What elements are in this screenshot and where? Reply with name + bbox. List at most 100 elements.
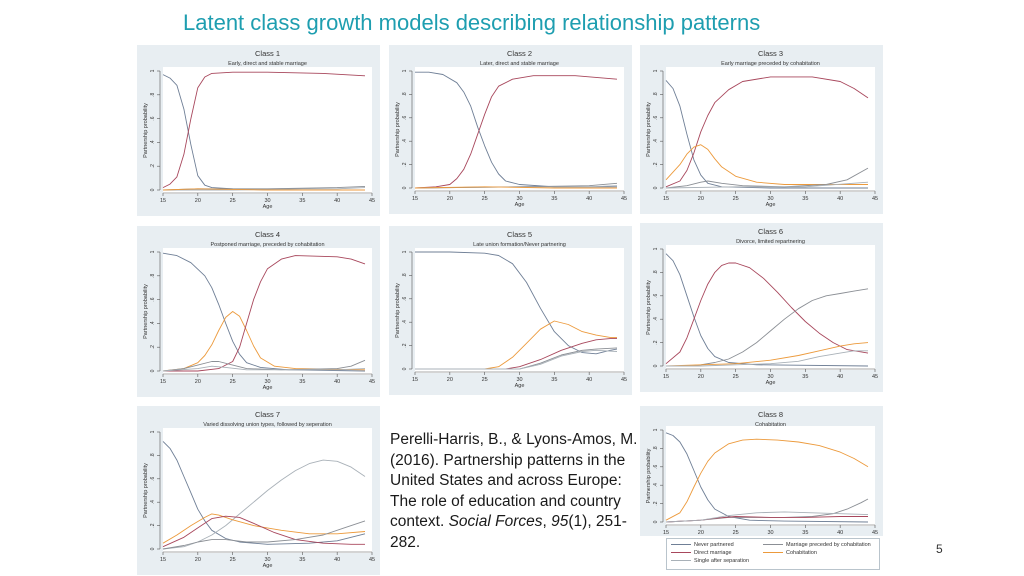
y-tick-label: 0: [150, 188, 156, 191]
legend-label: Marriage preceded by cohabitation: [786, 542, 871, 548]
y-tick-label: 0: [653, 186, 659, 189]
x-tick-label: 35: [551, 196, 557, 202]
y-tick-label: .4: [653, 483, 659, 487]
chart-subtitle: Early marriage preceded by cohabitation: [721, 61, 820, 67]
y-tick-label: .2: [150, 345, 156, 349]
legend-label: Single after separation: [694, 558, 750, 564]
y-tick-label: .8: [653, 446, 659, 450]
legend-item: Direct marriage: [671, 549, 732, 557]
y-tick-label: .6: [653, 464, 659, 468]
y-tick-label: 0: [402, 186, 408, 189]
x-axis-label: Age: [766, 380, 776, 386]
chart-subtitle: Later, direct and stable marriage: [480, 61, 559, 67]
x-tick-label: 20: [195, 198, 201, 204]
series-line-preceded: [162, 359, 366, 372]
x-tick-label: 30: [516, 377, 522, 383]
series-line-direct: [665, 262, 869, 365]
x-tick-label: 35: [299, 557, 305, 563]
y-tick-label: 0: [402, 367, 408, 370]
x-tick-label: 20: [447, 196, 453, 202]
x-axis-label: Age: [263, 385, 273, 391]
series-line-single: [163, 187, 366, 191]
x-tick-label: 45: [872, 374, 878, 380]
x-tick-label: 40: [586, 196, 592, 202]
x-tick-label: 20: [195, 557, 201, 563]
x-axis-label: Age: [515, 383, 525, 389]
y-tick-label: .6: [402, 296, 408, 300]
series-line-cohab: [665, 144, 868, 185]
x-tick-label: 40: [334, 198, 340, 204]
chart-svg: Class 1 Early, direct and stable marriage…: [143, 49, 375, 210]
x-tick-label: 45: [872, 196, 878, 202]
chart-subtitle: Divorce, limited repartnering: [736, 239, 805, 245]
legend-swatch: [763, 544, 783, 546]
chart-panel: Class 1 Early, direct and stable marriage…: [137, 45, 380, 216]
x-axis-label: Age: [766, 202, 776, 208]
chart-class-label: Class 7: [255, 410, 280, 419]
x-tick-label: 40: [837, 374, 843, 380]
series-line-direct: [665, 76, 869, 188]
citation-journal: Social Forces: [448, 513, 543, 530]
chart-class-label: Class 8: [758, 410, 783, 419]
x-tick-label: 45: [369, 379, 375, 385]
x-tick-label: 25: [482, 377, 488, 383]
x-tick-label: 30: [767, 374, 773, 380]
y-tick-label: 1: [653, 69, 659, 72]
x-tick-label: 35: [299, 198, 305, 204]
x-tick-label: 30: [767, 196, 773, 202]
series-line-preceded: [666, 288, 869, 367]
y-tick-label: .4: [150, 140, 156, 144]
plot-area: [666, 67, 875, 192]
y-tick-label: .6: [150, 297, 156, 301]
series-line-cohab: [415, 320, 617, 370]
chart-panel: Class 3 Early marriage preceded by cohabi…: [640, 45, 883, 214]
chart-svg: Class 8 Cohabitation 0 .2 .4 .6 .8 1 Partnership…: [646, 410, 878, 536]
plot-area: [666, 245, 875, 370]
series-line-never: [162, 252, 366, 372]
y-axis-label: Partnership probability: [143, 103, 149, 158]
x-tick-label: 30: [264, 198, 270, 204]
series-line-never: [665, 432, 869, 523]
page-number: 5: [936, 542, 943, 556]
y-tick-label: 0: [150, 547, 156, 550]
x-tick-label: 15: [412, 196, 418, 202]
x-axis-label: Age: [263, 563, 273, 569]
legend-swatch: [671, 560, 691, 562]
x-tick-label: 25: [733, 196, 739, 202]
x-tick-label: 35: [802, 196, 808, 202]
legend-item: Never partnered: [671, 541, 734, 549]
x-tick-label: 15: [160, 198, 166, 204]
series-line-direct: [415, 338, 617, 370]
citation: Perelli-Harris, B., & Lyons-Amos, M. (20…: [390, 430, 640, 553]
y-tick-label: .4: [150, 321, 156, 325]
chart-subtitle: Postponed marriage, preceded by cohabita…: [210, 242, 324, 248]
legend-label: Never partnered: [694, 542, 734, 548]
x-tick-label: 40: [334, 557, 340, 563]
chart-svg: Class 4 Postponed marriage, preceded by c…: [143, 230, 375, 391]
series-line-direct: [162, 515, 365, 548]
chart-class-label: Class 6: [758, 227, 783, 236]
y-tick-label: .2: [402, 162, 408, 166]
y-tick-label: .2: [653, 340, 659, 344]
series-line-cohab: [665, 438, 869, 521]
y-tick-label: 1: [653, 428, 659, 431]
y-axis-label: Partnership probability: [646, 448, 652, 503]
x-tick-label: 30: [767, 530, 773, 536]
series-line-single: [415, 349, 618, 370]
y-tick-label: .4: [653, 317, 659, 321]
chart-class-label: Class 5: [507, 230, 532, 239]
y-axis-label: Partnership probability: [143, 463, 149, 518]
y-tick-label: .2: [653, 501, 659, 505]
x-tick-label: 15: [160, 557, 166, 563]
x-tick-label: 25: [230, 557, 236, 563]
x-tick-label: 35: [551, 377, 557, 383]
x-tick-label: 45: [621, 377, 627, 383]
chart-class-label: Class 2: [507, 49, 532, 58]
x-tick-label: 30: [264, 379, 270, 385]
chart-subtitle: Late union formation/Never partnering: [473, 242, 566, 248]
chart-panel: Class 8 Cohabitation 0 .2 .4 .6 .8 1 Partnership…: [640, 406, 883, 536]
chart-panel: Class 7 Varied dissolving union types, fo…: [137, 406, 380, 575]
y-tick-label: .6: [402, 115, 408, 119]
y-tick-label: .8: [150, 273, 156, 277]
series-line-cohab: [162, 513, 366, 544]
